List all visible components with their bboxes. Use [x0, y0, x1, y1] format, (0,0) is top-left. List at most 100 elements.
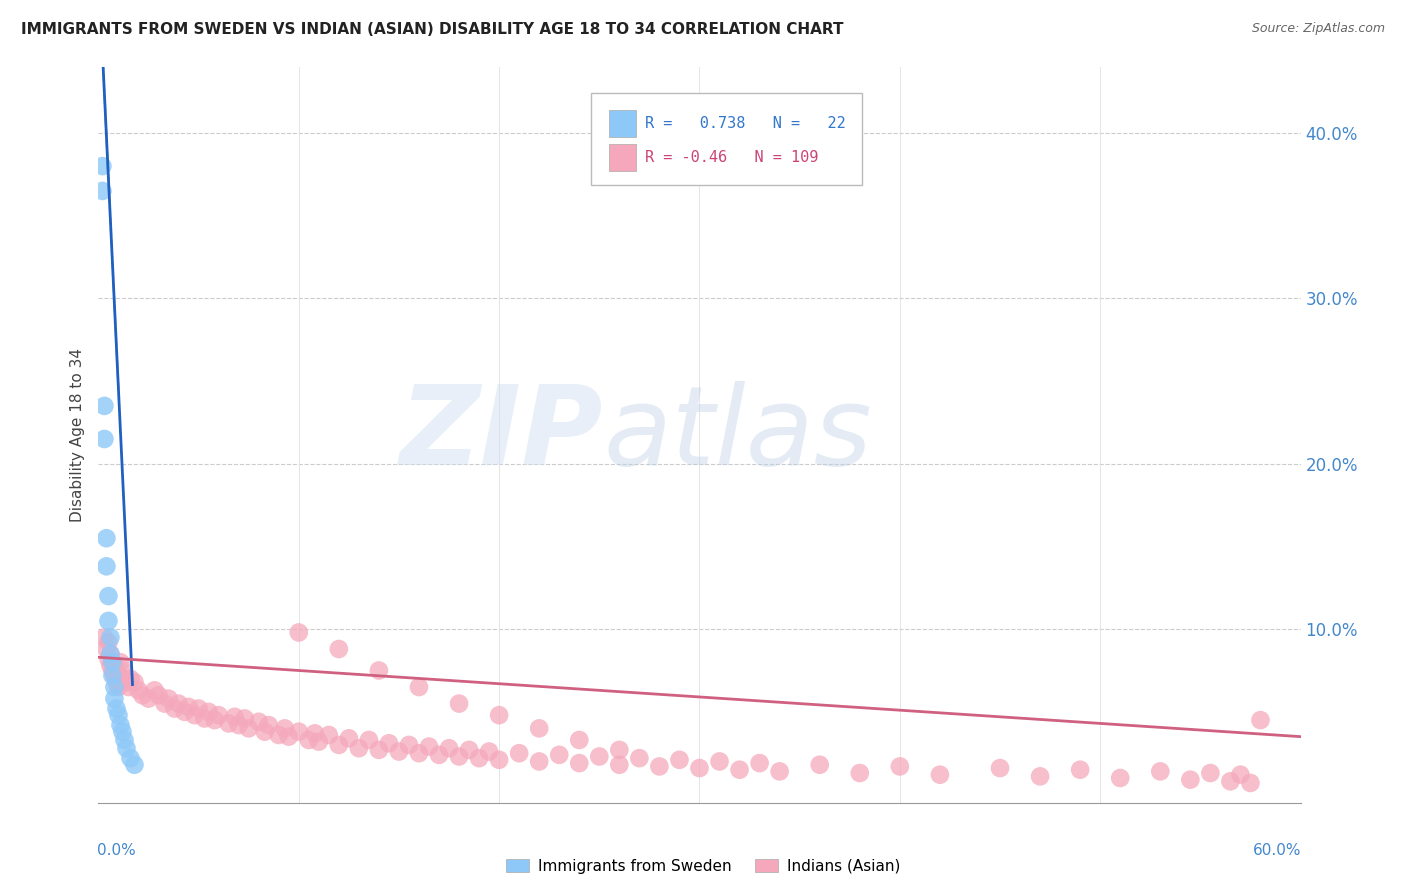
Point — [208, 708, 231, 723]
Point — [478, 745, 501, 759]
Legend: Immigrants from Sweden, Indians (Asian): Immigrants from Sweden, Indians (Asian) — [501, 853, 905, 880]
Point — [929, 767, 952, 781]
Point — [96, 559, 118, 574]
Point — [100, 647, 122, 661]
Point — [96, 531, 118, 545]
Point — [447, 697, 470, 711]
Text: 60.0%: 60.0% — [1253, 843, 1302, 858]
Point — [187, 701, 209, 715]
Point — [218, 716, 240, 731]
Point — [298, 733, 321, 747]
Point — [101, 655, 124, 669]
Point — [97, 635, 120, 649]
Point — [728, 763, 751, 777]
Point — [628, 751, 651, 765]
Point — [328, 642, 350, 657]
Point — [648, 759, 671, 773]
Point — [238, 722, 260, 736]
Point — [114, 733, 136, 747]
Point — [163, 701, 186, 715]
Point — [1229, 767, 1251, 781]
Point — [408, 680, 430, 694]
Point — [668, 753, 690, 767]
Point — [100, 631, 122, 645]
Point — [247, 714, 270, 729]
Point — [274, 722, 297, 736]
Point — [111, 724, 134, 739]
Point — [103, 680, 125, 694]
Point — [378, 736, 401, 750]
Point — [91, 184, 114, 198]
Point — [368, 664, 391, 678]
Point — [233, 711, 256, 725]
Text: IMMIGRANTS FROM SWEDEN VS INDIAN (ASIAN) DISABILITY AGE 18 TO 34 CORRELATION CHA: IMMIGRANTS FROM SWEDEN VS INDIAN (ASIAN)… — [21, 22, 844, 37]
FancyBboxPatch shape — [592, 93, 862, 185]
Point — [437, 741, 460, 756]
Text: R =   0.738   N =   22: R = 0.738 N = 22 — [645, 116, 846, 131]
Point — [1180, 772, 1202, 787]
Point — [347, 741, 370, 756]
Point — [107, 680, 129, 694]
Point — [1219, 774, 1241, 789]
Point — [388, 745, 411, 759]
Point — [157, 691, 180, 706]
Point — [357, 733, 380, 747]
Point — [124, 757, 146, 772]
Point — [458, 743, 481, 757]
Point — [97, 589, 120, 603]
Text: ZIP: ZIP — [399, 382, 603, 488]
Point — [197, 705, 219, 719]
Point — [101, 668, 124, 682]
Point — [768, 764, 790, 779]
Point — [177, 699, 200, 714]
Point — [100, 647, 122, 661]
Point — [115, 675, 138, 690]
Point — [124, 675, 146, 690]
Point — [93, 399, 115, 413]
Point — [368, 743, 391, 757]
Point — [93, 631, 115, 645]
Point — [408, 746, 430, 760]
Point — [101, 664, 124, 678]
Point — [257, 718, 280, 732]
Point — [1199, 766, 1222, 780]
Point — [96, 642, 118, 657]
Point — [105, 701, 128, 715]
Point — [103, 668, 125, 682]
Point — [609, 743, 631, 757]
Point — [120, 751, 142, 765]
Point — [508, 746, 530, 760]
Point — [97, 652, 120, 666]
Point — [304, 726, 326, 740]
Point — [267, 728, 290, 742]
Point — [117, 680, 139, 694]
Point — [105, 664, 128, 678]
Point — [138, 691, 160, 706]
Point — [529, 755, 551, 769]
Point — [253, 724, 276, 739]
Point — [131, 688, 153, 702]
Text: R = -0.46   N = 109: R = -0.46 N = 109 — [645, 150, 818, 165]
Point — [1149, 764, 1171, 779]
Point — [204, 713, 226, 727]
Point — [988, 761, 1011, 775]
Point — [110, 718, 132, 732]
Point — [1069, 763, 1091, 777]
Point — [110, 655, 132, 669]
Point — [167, 697, 190, 711]
Point — [609, 757, 631, 772]
Point — [93, 432, 115, 446]
Point — [128, 683, 150, 698]
Point — [148, 688, 170, 702]
Point — [105, 675, 128, 690]
Point — [709, 755, 731, 769]
Point — [91, 159, 114, 173]
Point — [308, 734, 330, 748]
Text: Source: ZipAtlas.com: Source: ZipAtlas.com — [1251, 22, 1385, 36]
Point — [153, 697, 176, 711]
Point — [418, 739, 440, 754]
Point — [120, 672, 142, 686]
Point — [183, 708, 205, 723]
FancyBboxPatch shape — [609, 111, 636, 136]
Y-axis label: Disability Age 18 to 34: Disability Age 18 to 34 — [70, 348, 86, 522]
